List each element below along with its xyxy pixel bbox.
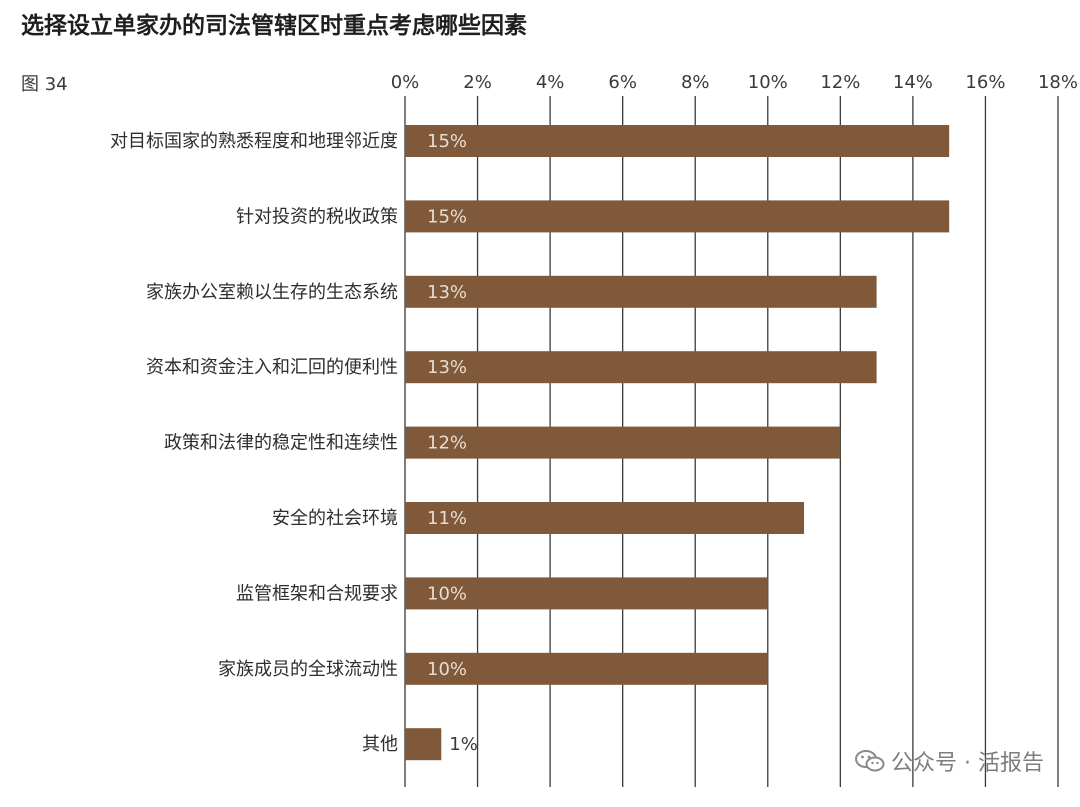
bar — [405, 577, 768, 610]
data-label: 10% — [427, 659, 467, 680]
data-label: 15% — [427, 131, 467, 152]
x-tick-label: 8% — [681, 72, 710, 93]
category-label: 安全的社会环境 — [272, 508, 398, 529]
watermark: 公众号 · 活报告 — [855, 745, 1044, 777]
category-labels: 对目标国家的熟悉程度和地理邻近度针对投资的税收政策家族办公室赖以生存的生态系统资… — [110, 131, 398, 755]
data-label: 15% — [427, 206, 467, 227]
category-label: 家族成员的全球流动性 — [218, 659, 398, 680]
category-label: 监管框架和合规要求 — [236, 583, 398, 604]
bar — [405, 200, 950, 233]
category-label: 针对投资的税收政策 — [236, 206, 398, 227]
category-label: 其他 — [362, 734, 398, 755]
data-label: 13% — [427, 282, 467, 303]
category-label: 对目标国家的熟悉程度和地理邻近度 — [110, 131, 398, 152]
bar — [405, 351, 877, 384]
x-tick-label: 18% — [1038, 72, 1078, 93]
data-label: 11% — [427, 508, 467, 529]
data-label: 13% — [427, 357, 467, 378]
data-labels: 15% 15% 13% 13% 12% 11% 10% 10% 1% — [427, 131, 478, 755]
category-label: 政策和法律的稳定性和连续性 — [164, 433, 398, 454]
wechat-icon — [855, 750, 885, 772]
x-tick-label: 2% — [463, 72, 492, 93]
x-tick-label: 12% — [820, 72, 860, 93]
bars — [405, 125, 950, 761]
x-tick-label: 0% — [391, 72, 420, 93]
watermark-text: 公众号 · 活报告 — [891, 751, 1044, 776]
bar — [405, 728, 442, 761]
x-tick-label: 10% — [748, 72, 788, 93]
bar — [405, 426, 841, 459]
data-label: 10% — [427, 583, 467, 604]
category-label: 家族办公室赖以生存的生态系统 — [146, 282, 398, 303]
bar — [405, 652, 768, 685]
data-label: 1% — [449, 734, 478, 755]
bar — [405, 502, 805, 534]
x-axis-ticks: 0% 2% 4% 6% 8% 10% 12% 14% 16% 18% — [391, 72, 1078, 93]
chart-title: 选择设立单家办的司法管辖区时重点考虑哪些因素 — [21, 13, 527, 39]
category-label: 资本和资金注入和汇回的便利性 — [146, 357, 398, 378]
x-tick-label: 6% — [608, 72, 637, 93]
bar — [405, 125, 950, 157]
x-tick-label: 16% — [965, 72, 1005, 93]
x-tick-label: 4% — [536, 72, 565, 93]
figure-label: 图 34 — [21, 74, 68, 95]
x-tick-label: 14% — [893, 72, 933, 93]
bar — [405, 275, 877, 308]
data-label: 12% — [427, 433, 467, 454]
